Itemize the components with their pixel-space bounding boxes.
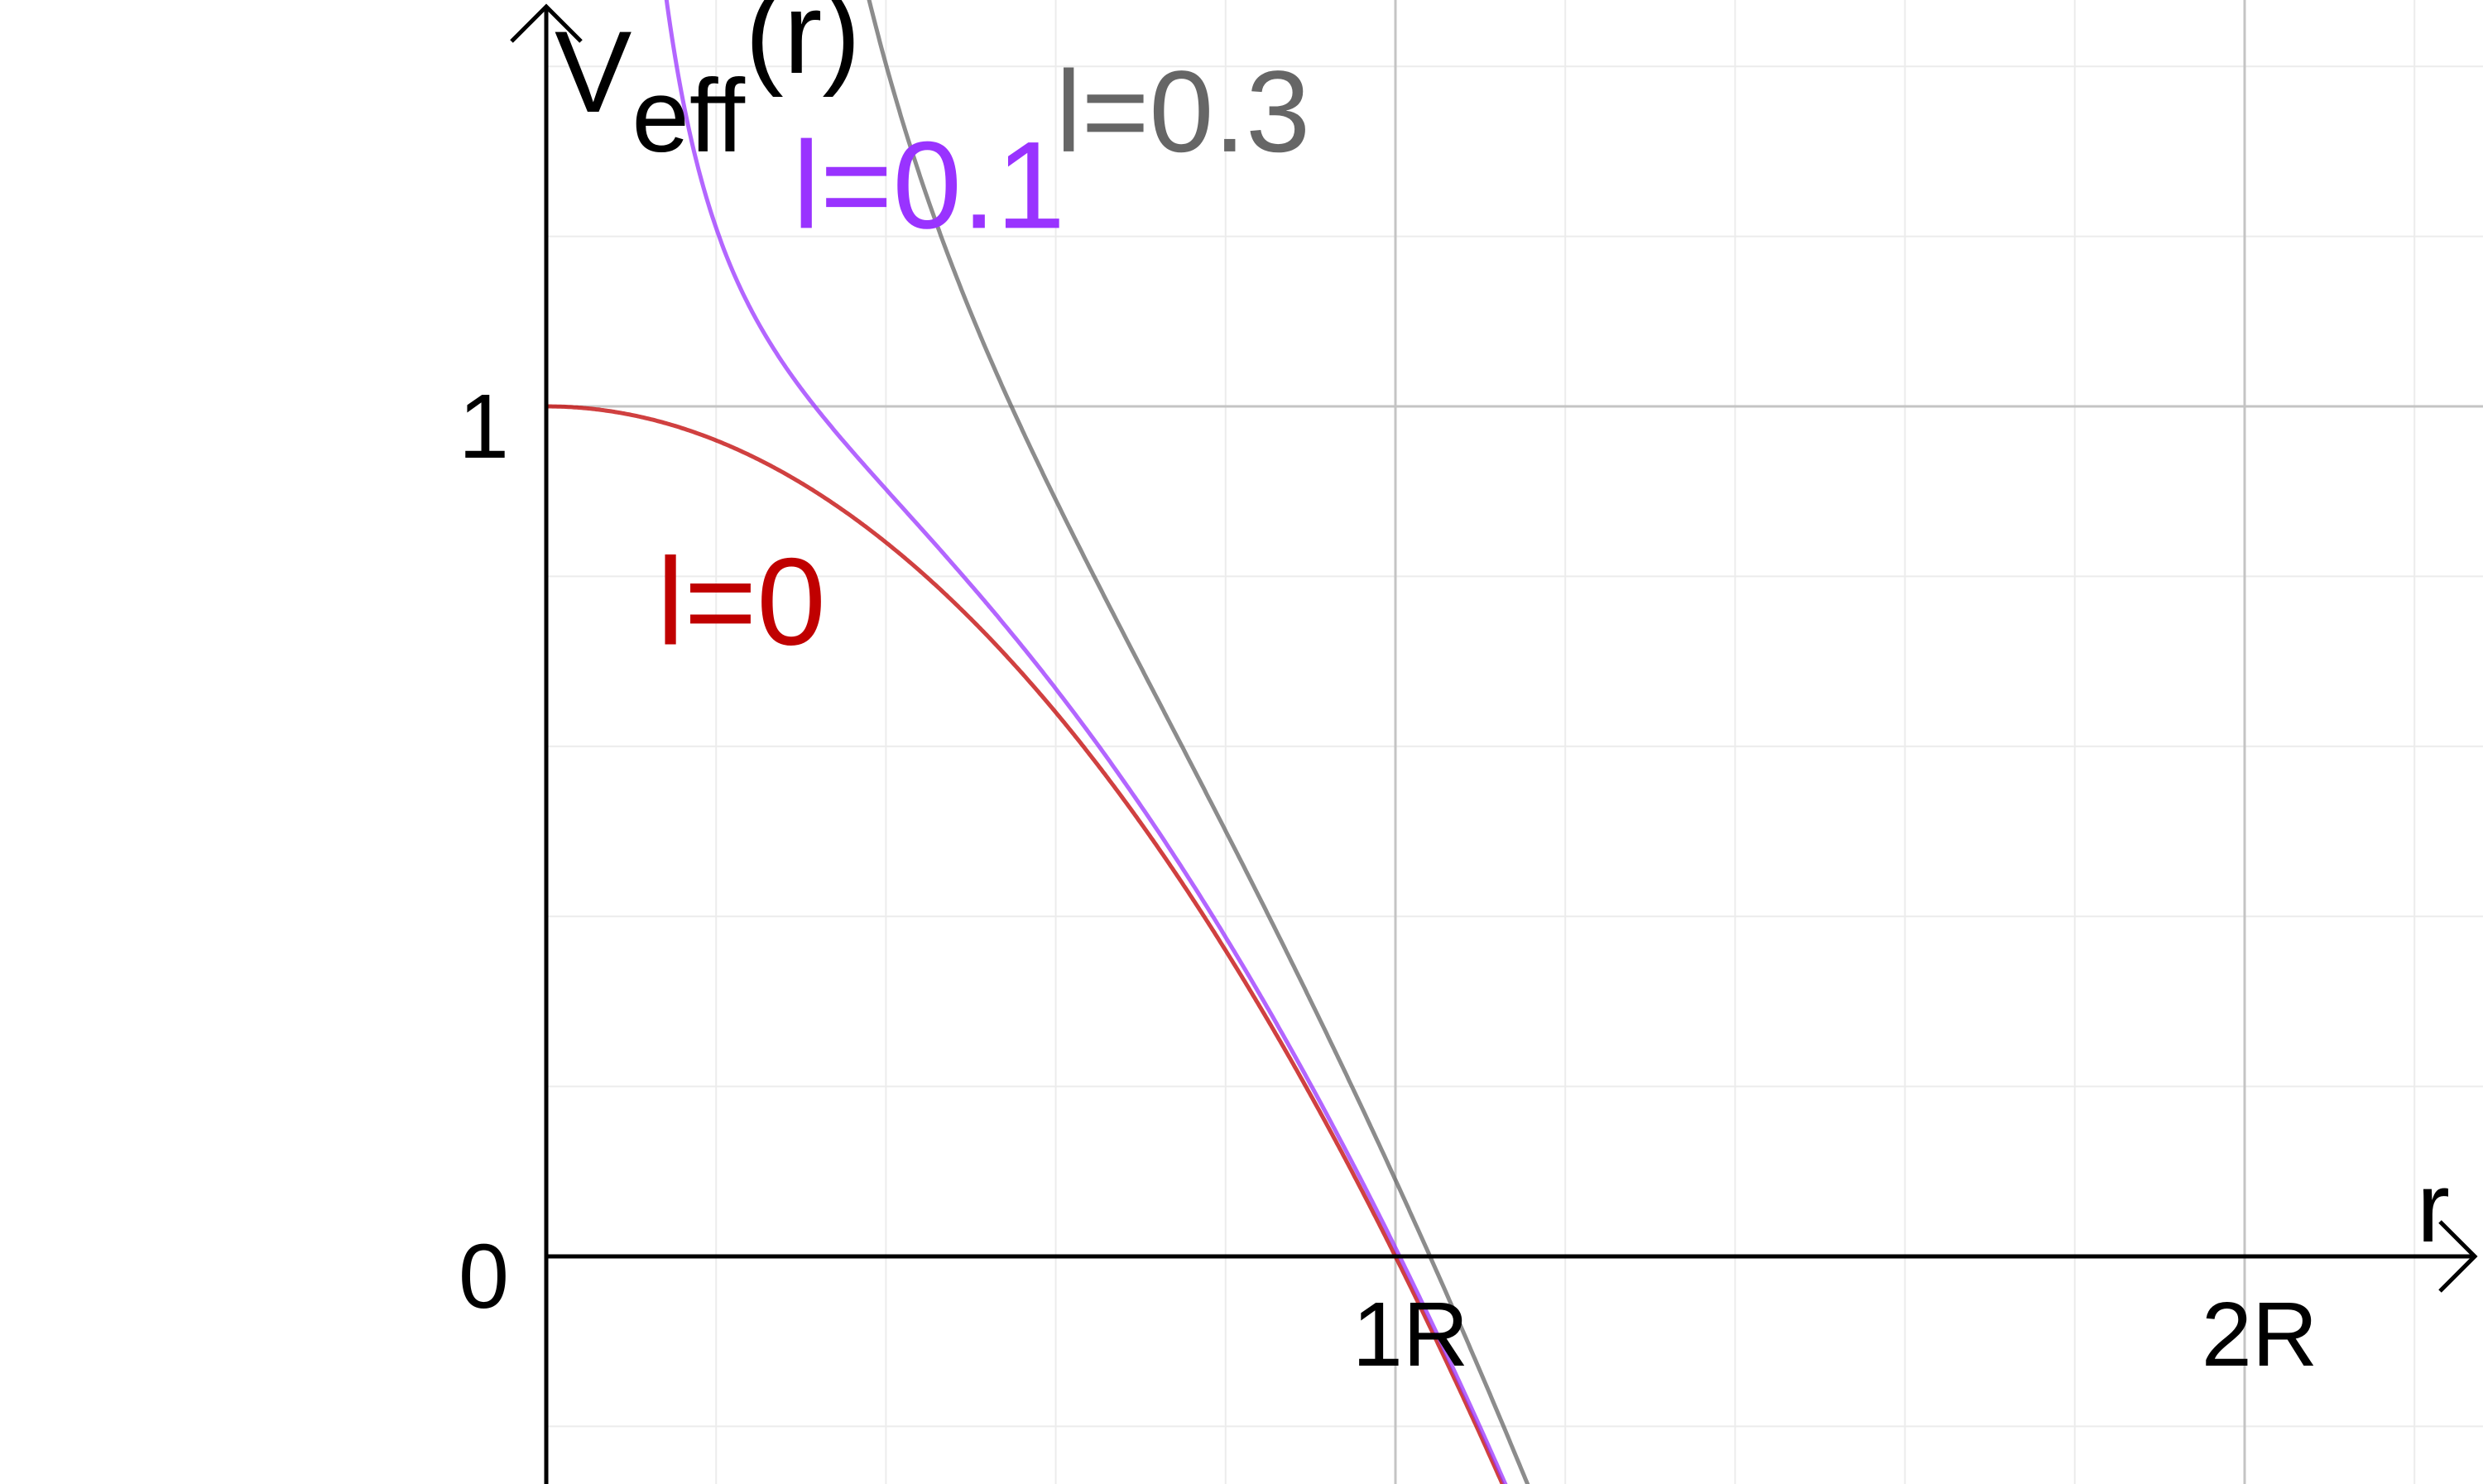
x-tick-label: 1R bbox=[1352, 1284, 1469, 1386]
x-tick-label: 2R bbox=[2202, 1284, 2318, 1386]
series-label-l-0: l=0 bbox=[656, 532, 825, 671]
x-axis-label: r bbox=[2417, 1152, 2450, 1263]
y-axis-label-argument: (r) bbox=[745, 0, 861, 98]
series-label-l-0-3: l=0.3 bbox=[1056, 46, 1310, 176]
y-tick-label: 1 bbox=[459, 376, 509, 478]
y-axis-label-subscript: eff bbox=[632, 59, 745, 174]
y-axis-label-main: V bbox=[555, 7, 632, 137]
series-label-l-0-1: l=0.1 bbox=[793, 115, 1065, 254]
curves bbox=[546, 0, 1595, 1484]
y-tick-label: 0 bbox=[459, 1226, 509, 1328]
curve-l-0-1 bbox=[650, 0, 1576, 1484]
